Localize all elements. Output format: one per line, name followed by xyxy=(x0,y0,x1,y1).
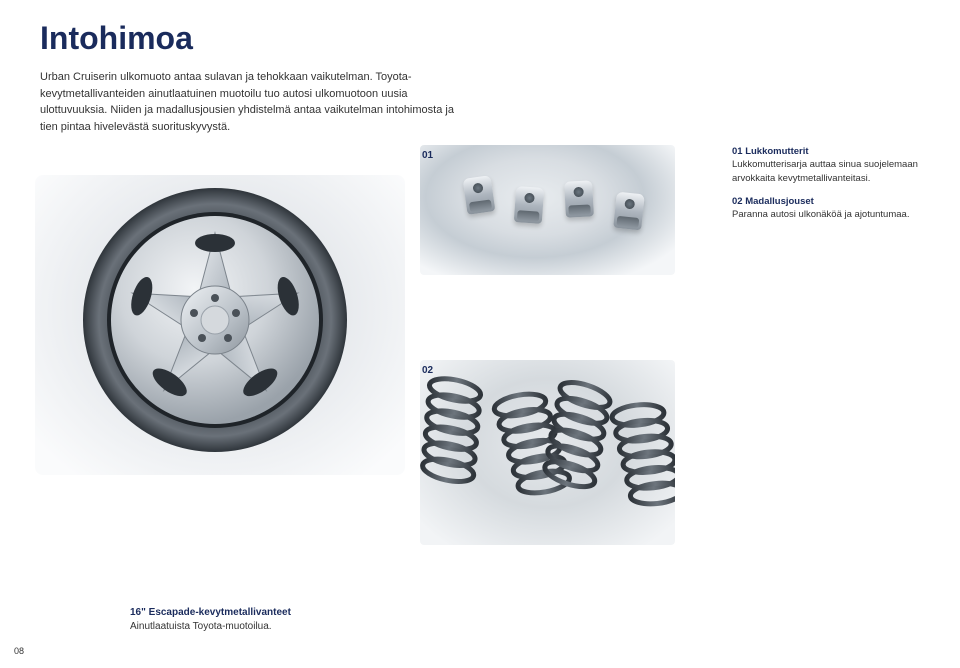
sidebar-item-springs: 02 Madallusjouset Paranna autosi ulkonäk… xyxy=(732,195,922,222)
page-number: 08 xyxy=(14,646,24,656)
sidebar-item-lugnuts: 01 Lukkomutterit Lukkomutterisarja autta… xyxy=(732,145,922,185)
springs-image xyxy=(420,360,675,545)
lugnuts-image xyxy=(420,145,675,275)
sidebar-item-desc: Lukkomutterisarja auttaa sinua suojelema… xyxy=(732,158,922,185)
sidebar-item-title: 01 Lukkomutterit xyxy=(732,145,922,158)
wheel-icon xyxy=(80,185,350,455)
sidebar-item-desc: Paranna autosi ulkonäköä ja ajotuntumaa. xyxy=(732,208,922,221)
wheel-image-area xyxy=(35,175,405,475)
wheel-caption: 16" Escapade-kevytmetallivanteet Ainutla… xyxy=(130,606,291,634)
sidebar-item-title: 02 Madallusjouset xyxy=(732,195,922,208)
image-label-01: 01 xyxy=(422,150,433,161)
caption-title: 16" Escapade-kevytmetallivanteet xyxy=(130,606,291,620)
intro-paragraph: Urban Cruiserin ulkomuoto antaa sulavan … xyxy=(40,69,470,135)
springs-icon xyxy=(420,360,675,545)
image-label-02: 02 xyxy=(422,365,433,376)
caption-desc: Ainutlaatuista Toyota-muotoilua. xyxy=(130,620,291,634)
lugnut-icon xyxy=(564,180,594,217)
sidebar-info: 01 Lukkomutterit Lukkomutterisarja autta… xyxy=(732,145,922,231)
page-title: Intohimoa xyxy=(40,20,920,57)
lugnut-icon xyxy=(463,175,496,215)
lugnut-icon xyxy=(613,192,645,231)
page-container: Intohimoa Urban Cruiserin ulkomuoto anta… xyxy=(0,0,960,668)
lugnut-icon xyxy=(514,186,544,224)
